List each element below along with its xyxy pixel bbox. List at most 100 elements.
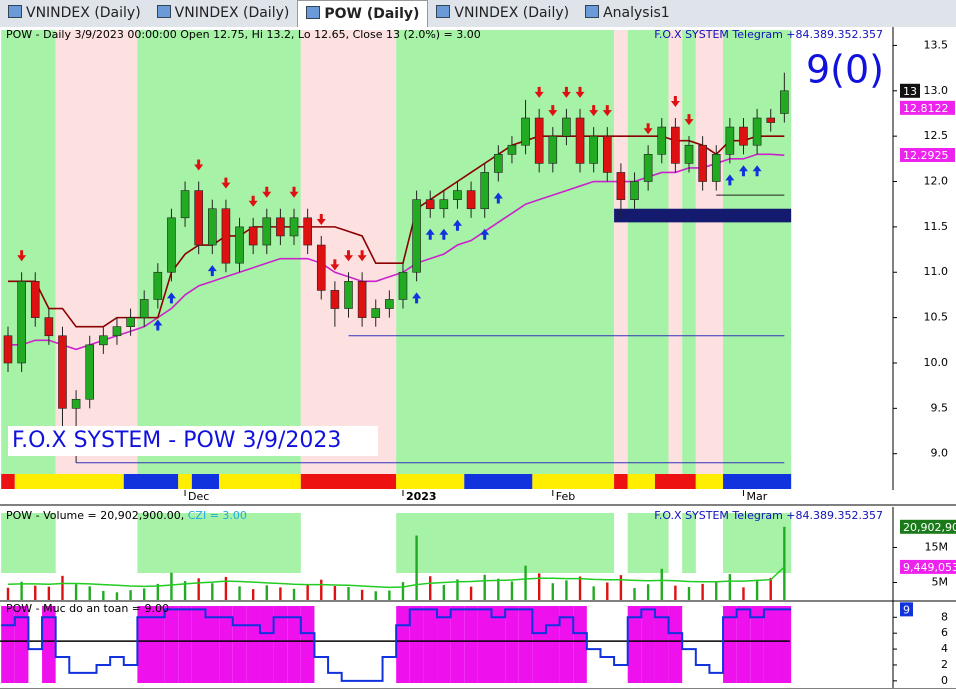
volume-bar: [360, 589, 364, 600]
candle-body: [330, 290, 340, 309]
volume-bar: [115, 592, 119, 600]
volume-bar: [183, 581, 187, 600]
volume-bar: [728, 574, 732, 600]
tab-icon: [156, 5, 171, 18]
tab[interactable]: VNINDEX (Daily): [0, 0, 149, 27]
trend-zone: [723, 513, 792, 573]
candle-body: [412, 199, 421, 273]
volume-bar: [265, 585, 268, 600]
safety-zone: [477, 606, 492, 683]
tab[interactable]: Analysis1: [577, 0, 678, 27]
volume-bar: [156, 583, 160, 600]
trend-zone: [1, 513, 56, 573]
candle-body: [630, 181, 639, 200]
candle-body: [385, 299, 394, 309]
volume-bar: [551, 583, 554, 600]
x-tick-label: Dec: [188, 490, 209, 503]
candle-body: [657, 126, 667, 155]
signal-strip: [532, 474, 615, 489]
candle-body: [575, 117, 585, 164]
sell-arrow: [194, 159, 204, 171]
safety-zone: [450, 606, 465, 683]
volume-bar: [646, 584, 650, 600]
y-tick-label: 15M: [925, 540, 949, 553]
annotation: F.O.X SYSTEM - POW 3/9/2023: [12, 428, 341, 453]
safety-zone: [627, 606, 642, 683]
value-marker: [900, 519, 956, 534]
sell-arrow: [316, 213, 326, 225]
candle-body: [698, 144, 707, 182]
buy-arrow: [439, 228, 449, 240]
safety-zone: [559, 606, 574, 683]
y-tick-label: 11.5: [924, 220, 949, 233]
safety-zone: [137, 606, 152, 683]
y-tick-label: 10.0: [924, 356, 949, 369]
signal-strip: [464, 474, 533, 489]
panel-title-extra: CZI = 3.00: [188, 509, 247, 522]
buy-arrow: [153, 319, 163, 331]
panel-title: POW - Muc do an toan = 9.00: [6, 602, 169, 615]
candle-body: [180, 190, 190, 219]
safety-zone: [273, 606, 288, 683]
annotation-bg: [8, 426, 378, 456]
x-tick-label: Feb: [556, 490, 575, 503]
y-tick-label: 9.5: [931, 401, 949, 414]
buy-arrow: [738, 165, 748, 177]
candle-body: [752, 117, 762, 146]
sell-arrow: [330, 259, 340, 271]
candle-body: [303, 217, 312, 246]
value-marker-label: 9: [903, 603, 910, 616]
candle-body: [643, 153, 653, 182]
tab-label: VNINDEX (Daily): [26, 5, 141, 21]
volume-bar: [88, 586, 91, 600]
volume-bar: [469, 586, 473, 600]
sell-arrow: [684, 114, 694, 126]
volume-bar: [701, 583, 704, 600]
candle-body: [616, 172, 626, 200]
volume-bar: [388, 590, 391, 600]
safety-line: [1, 608, 792, 682]
panel-title-text: POW - Daily 3/9/2023 00:00:00 Open 12.75…: [6, 28, 481, 41]
candle-body: [711, 153, 721, 182]
safety-zone: [151, 606, 165, 683]
y-tick-label: 0: [941, 674, 948, 687]
candle-body: [534, 117, 544, 164]
volume-bar: [61, 575, 64, 600]
candle-body: [562, 117, 571, 137]
volume-bar: [170, 572, 173, 600]
tab-icon: [306, 6, 321, 19]
x-tick-label: 2023: [406, 490, 437, 503]
signal-strip: [627, 474, 655, 489]
safety-zone: [777, 606, 792, 683]
panel-subtitle: F.O.X SYSTEM Telegram +84.389.352.357: [654, 28, 883, 41]
candle-body: [248, 226, 258, 246]
candle-body: [453, 190, 462, 200]
tab[interactable]: VNINDEX (Daily): [428, 0, 577, 27]
trend-zone: [137, 513, 301, 573]
signal-strip: [300, 474, 397, 489]
safety-zone: [396, 606, 410, 683]
candle-body: [153, 271, 163, 300]
tab[interactable]: VNINDEX (Daily): [149, 0, 298, 27]
sell-arrow: [534, 86, 544, 98]
trend-zone: [396, 513, 615, 573]
candle-body: [58, 335, 67, 409]
sell-arrow: [289, 186, 299, 198]
volume-bar: [238, 586, 241, 600]
safety-zone: [246, 606, 260, 683]
candle-body: [30, 281, 40, 318]
signal-strip: [14, 474, 124, 489]
candle-body: [262, 217, 272, 246]
candle-body: [766, 117, 776, 123]
volume-bar: [401, 582, 405, 600]
sell-arrow: [670, 96, 680, 108]
value-marker: [900, 147, 955, 162]
volume-bar: [374, 591, 377, 600]
tab[interactable]: POW (Daily): [297, 0, 429, 28]
volume-bar: [592, 586, 595, 600]
volume-bar: [20, 581, 23, 600]
y-tick-label: 12.0: [924, 175, 949, 188]
sell-arrow: [221, 177, 231, 189]
value-marker: [900, 83, 920, 98]
safety-zone: [668, 606, 683, 683]
